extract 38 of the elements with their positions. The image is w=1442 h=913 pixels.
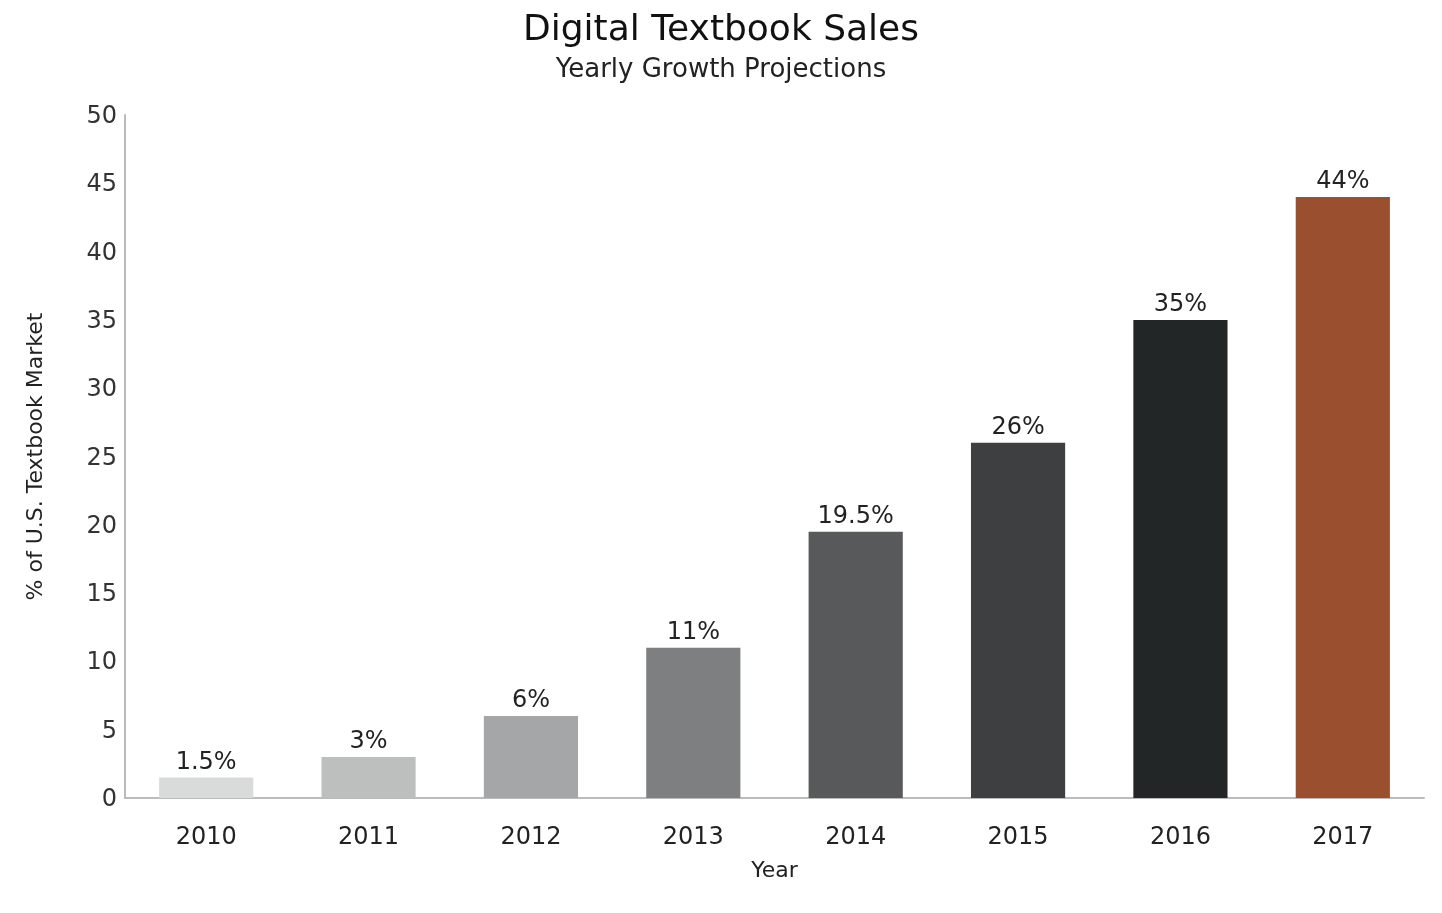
x-tick-label: 2016 — [1149, 822, 1211, 850]
chart-title: Digital Textbook Sales — [522, 6, 920, 48]
data-label: 11% — [666, 616, 720, 645]
bar — [646, 647, 741, 798]
bar — [1133, 319, 1228, 798]
y-tick-label: 35 — [86, 305, 117, 334]
y-tick-label: 40 — [86, 237, 117, 266]
data-label: 3% — [349, 726, 388, 755]
bar — [970, 442, 1066, 798]
y-tick-label: 0 — [101, 784, 117, 812]
x-tick-label: 2015 — [987, 822, 1049, 850]
y-tick-label: 50 — [86, 101, 117, 129]
bar — [483, 716, 579, 798]
x-tick-label: 2011 — [338, 822, 400, 850]
x-tick-label: 2013 — [662, 822, 724, 850]
bar — [1295, 196, 1390, 798]
x-tick-label: 2012 — [500, 822, 562, 850]
y-axis-title: % of U.S. Textbook Market — [21, 312, 47, 601]
chart-subtitle: Yearly Growth Projections — [554, 53, 887, 83]
y-tick-label: 20 — [86, 510, 117, 539]
y-tick-label: 15 — [86, 579, 117, 608]
y-tick-label: 10 — [86, 647, 117, 676]
y-tick-label: 30 — [86, 374, 117, 403]
bar — [159, 777, 254, 798]
x-tick-label: 2017 — [1312, 822, 1374, 850]
y-tick-label: 45 — [86, 169, 117, 198]
data-label: 19.5% — [817, 500, 894, 529]
data-label: 44% — [1316, 165, 1370, 194]
data-label: 35% — [1153, 288, 1208, 317]
data-label: 1.5% — [175, 746, 237, 775]
y-tick-label: 25 — [86, 442, 117, 471]
data-label: 26% — [991, 411, 1045, 440]
data-label: 6% — [511, 685, 550, 714]
x-tick-label: 2010 — [175, 822, 237, 850]
x-tick-label: 2014 — [825, 822, 887, 850]
x-axis-title: Year — [750, 856, 799, 882]
y-tick-label: 5 — [101, 715, 117, 744]
bar — [808, 531, 903, 798]
